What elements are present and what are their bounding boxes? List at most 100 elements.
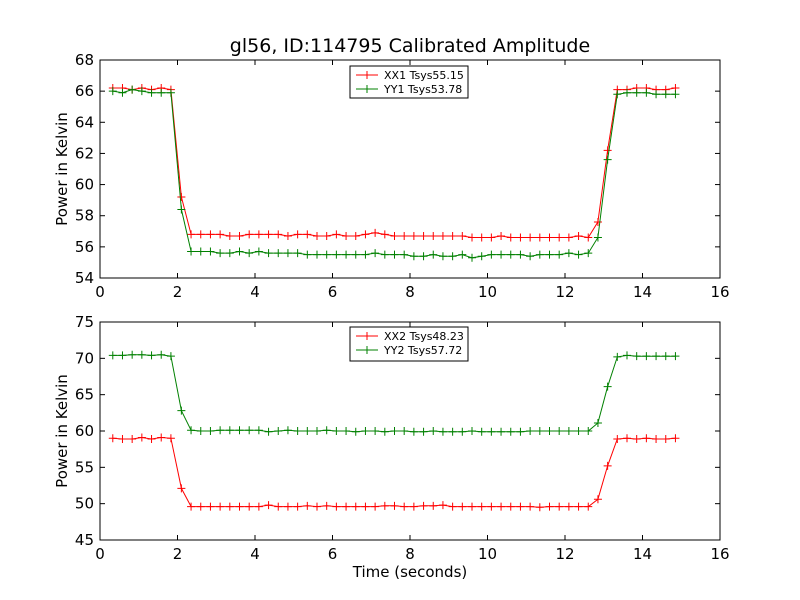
data-point: [283, 249, 292, 258]
x-tick-label: 8: [405, 283, 415, 301]
data-point: [564, 233, 573, 242]
chart-2: 0 2 4 6 8 10 12 14 16 45 50 55 60 65 70 75 Power in Kelv…: [53, 313, 730, 581]
data-point: [342, 502, 351, 511]
data-point: [409, 231, 418, 240]
data-point: [526, 233, 535, 242]
data-point: [245, 502, 254, 511]
data-point: [535, 250, 544, 259]
data-point: [390, 427, 399, 435]
data-point: [409, 502, 418, 511]
data-point: [671, 434, 680, 443]
data-point: [448, 252, 457, 261]
data-point: [235, 426, 244, 435]
data-point: [642, 352, 651, 361]
data-point: [458, 231, 467, 240]
x-tick-label: 14: [633, 545, 652, 563]
series-line: [112, 87, 676, 239]
y-tick-label: 66: [75, 82, 94, 100]
data-point: [584, 233, 593, 242]
data-point: [371, 427, 380, 435]
data-point: [574, 231, 583, 240]
data-point: [225, 249, 234, 258]
data-point: [623, 351, 631, 360]
data-point: [361, 502, 370, 511]
data-point: [555, 233, 564, 242]
data-point: [535, 427, 544, 435]
legend-marker: [363, 71, 371, 79]
data-point: [652, 90, 661, 99]
data-point: [497, 427, 506, 436]
x-tick-label: 4: [250, 283, 260, 301]
data-point: [380, 230, 389, 239]
y-tick-label: 65: [75, 386, 94, 404]
data-point: [516, 250, 525, 259]
data-point: [652, 434, 661, 443]
data-point: [409, 427, 418, 436]
data-point: [545, 250, 554, 259]
data-point: [235, 231, 244, 240]
data-point: [613, 434, 622, 443]
data-point: [147, 351, 156, 360]
x-tick-label: 0: [95, 545, 105, 563]
data-point: [187, 502, 196, 511]
data-point: [303, 501, 312, 510]
data-point: [400, 502, 409, 511]
y-tick-label: 50: [75, 495, 94, 513]
data-point: [264, 427, 273, 436]
data-point: [390, 501, 399, 510]
data-point: [332, 230, 341, 239]
data-point: [264, 249, 273, 258]
data-point: [661, 434, 670, 443]
data-point: [361, 230, 370, 239]
data-point: [137, 350, 146, 359]
data-point: [555, 427, 564, 435]
data-point: [477, 427, 486, 436]
data-point: [429, 427, 438, 435]
data-point: [632, 352, 641, 361]
data-point: [506, 233, 515, 242]
series-line: [112, 436, 676, 508]
data-point: [477, 502, 486, 511]
data-point: [283, 426, 292, 435]
data-point: [661, 352, 670, 361]
data-point: [166, 352, 175, 361]
data-point: [206, 230, 215, 239]
data-point: [332, 250, 341, 259]
data-point: [603, 461, 612, 470]
data-point: [584, 249, 593, 258]
data-point: [458, 427, 467, 436]
data-point: [574, 427, 583, 435]
data-point: [351, 427, 360, 436]
data-point: [187, 426, 196, 435]
legend-box: [349, 326, 469, 362]
y-tick-label: 55: [75, 458, 94, 476]
series-1: [108, 84, 680, 242]
data-point: [487, 427, 496, 436]
data-point: [632, 88, 641, 97]
data-point: [468, 233, 476, 242]
data-point: [177, 406, 186, 415]
data-point: [400, 250, 409, 259]
data-point: [438, 501, 447, 510]
data-point: [245, 230, 254, 239]
data-point: [264, 501, 273, 510]
data-point: [351, 502, 360, 511]
data-point: [400, 231, 409, 240]
data-point: [487, 233, 496, 242]
data-point: [603, 146, 612, 155]
data-point: [177, 484, 186, 493]
data-point: [187, 230, 196, 239]
data-point: [526, 252, 535, 261]
legend-label: YY2 Tsys57.72: [383, 344, 462, 357]
data-point: [351, 231, 360, 240]
data-point: [196, 247, 205, 256]
data-point: [545, 427, 554, 435]
data-point: [506, 427, 515, 436]
data-point: [458, 502, 467, 511]
data-point: [322, 231, 331, 240]
data-point: [274, 249, 283, 258]
y-tick-label: 64: [75, 113, 94, 131]
data-point: [497, 250, 506, 259]
